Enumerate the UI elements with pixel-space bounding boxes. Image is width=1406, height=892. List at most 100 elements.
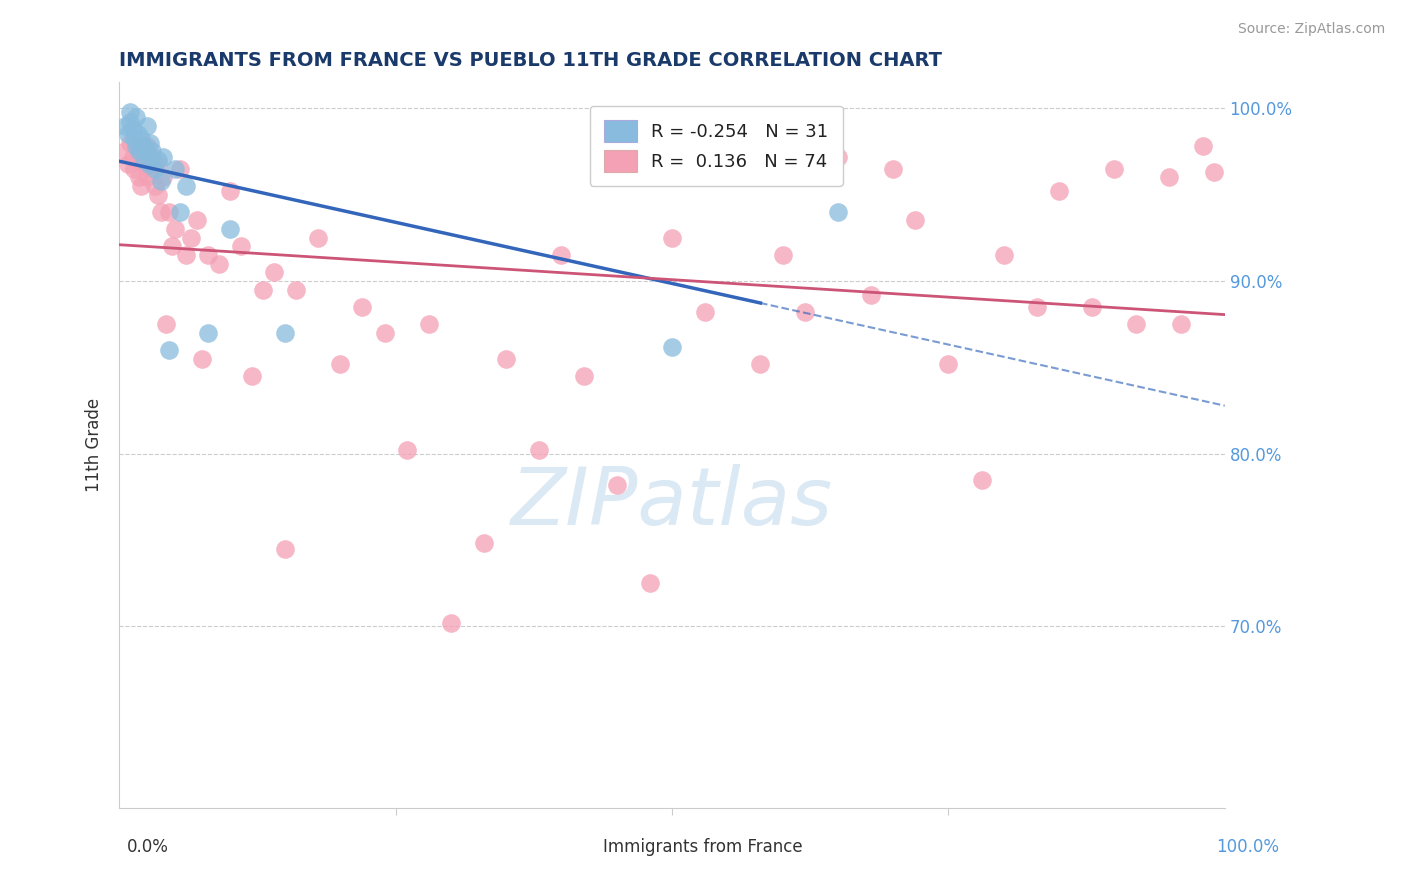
Point (993, 248, 1015, 262)
Point (827, 205, 849, 219)
Point (1102, 161, 1125, 176)
Point (440, 615, 463, 630)
Point (138, 156, 160, 170)
Point (606, 477, 628, 491)
Point (174, 178, 197, 193)
Point (229, 239, 252, 253)
Point (495, 351, 517, 366)
Point (1170, 317, 1192, 331)
Point (135, 170, 157, 185)
Point (218, 222, 240, 236)
Point (152, 170, 174, 185)
Point (661, 231, 683, 245)
Point (793, 305, 815, 319)
Point (1081, 300, 1104, 314)
Point (127, 127, 149, 141)
Point (529, 443, 551, 458)
Point (150, 205, 173, 219)
Point (132, 153, 155, 167)
Point (550, 248, 572, 262)
Point (274, 326, 297, 340)
Point (263, 265, 285, 279)
Point (882, 161, 904, 176)
Point (174, 248, 197, 262)
Point (131, 145, 153, 159)
Point (1025, 300, 1047, 314)
Point (139, 161, 162, 176)
Point (141, 145, 163, 159)
Point (139, 136, 162, 150)
Point (352, 300, 374, 314)
Point (143, 178, 166, 193)
Point (374, 326, 396, 340)
Point (716, 167, 738, 181)
Point (1191, 139, 1213, 153)
Point (638, 576, 661, 591)
Point (152, 150, 174, 164)
Point (120, 115, 142, 129)
Point (146, 153, 169, 167)
Point (125, 139, 148, 153)
Point (135, 119, 157, 133)
Point (418, 317, 440, 331)
Text: Source: ZipAtlas.com: Source: ZipAtlas.com (1237, 22, 1385, 37)
Point (329, 357, 352, 371)
Point (157, 205, 180, 219)
Point (180, 231, 202, 245)
Point (122, 130, 145, 145)
Point (125, 110, 148, 124)
Point (120, 104, 142, 119)
Point (208, 257, 231, 271)
Point (135, 139, 157, 153)
Point (127, 153, 149, 167)
Point (143, 161, 166, 176)
Point (121, 150, 143, 164)
Point (163, 161, 186, 176)
Point (146, 187, 169, 202)
Point (695, 305, 717, 319)
Point (131, 178, 153, 193)
Legend: R = -0.254   N = 31, R =  0.136   N = 74: R = -0.254 N = 31, R = 0.136 N = 74 (589, 106, 842, 186)
Point (1159, 170, 1181, 185)
Point (132, 139, 155, 153)
Point (218, 184, 240, 198)
Point (240, 368, 263, 383)
Point (661, 340, 683, 354)
Point (146, 156, 169, 170)
Point (859, 287, 882, 301)
Point (132, 156, 155, 170)
Point (128, 170, 150, 185)
Point (395, 443, 418, 458)
Text: 0.0%: 0.0% (127, 838, 169, 856)
Point (1125, 317, 1147, 331)
Point (274, 541, 297, 556)
Point (122, 161, 145, 176)
Point (163, 222, 186, 236)
Point (169, 205, 191, 219)
Text: IMMIGRANTS FROM FRANCE VS PUEBLO 11TH GRADE CORRELATION CHART: IMMIGRANTS FROM FRANCE VS PUEBLO 11TH GR… (120, 51, 942, 70)
Point (120, 136, 142, 150)
Point (135, 145, 157, 159)
Point (131, 132, 153, 146)
Point (114, 119, 136, 133)
Point (117, 127, 139, 141)
Point (157, 343, 180, 357)
Point (162, 239, 184, 253)
Point (186, 213, 208, 227)
Point (749, 357, 772, 371)
Point (472, 536, 495, 550)
Point (169, 161, 191, 176)
Y-axis label: 11th Grade: 11th Grade (86, 398, 103, 492)
Point (827, 150, 849, 164)
Point (938, 357, 960, 371)
Point (252, 283, 274, 297)
Point (150, 174, 173, 188)
Point (114, 145, 136, 159)
Text: 100.0%: 100.0% (1216, 838, 1279, 856)
Point (970, 473, 993, 487)
Point (904, 213, 927, 227)
Point (141, 150, 163, 164)
Text: Immigrants from France: Immigrants from France (603, 838, 803, 856)
Point (197, 326, 219, 340)
Text: ZIPatlas: ZIPatlas (510, 464, 834, 542)
